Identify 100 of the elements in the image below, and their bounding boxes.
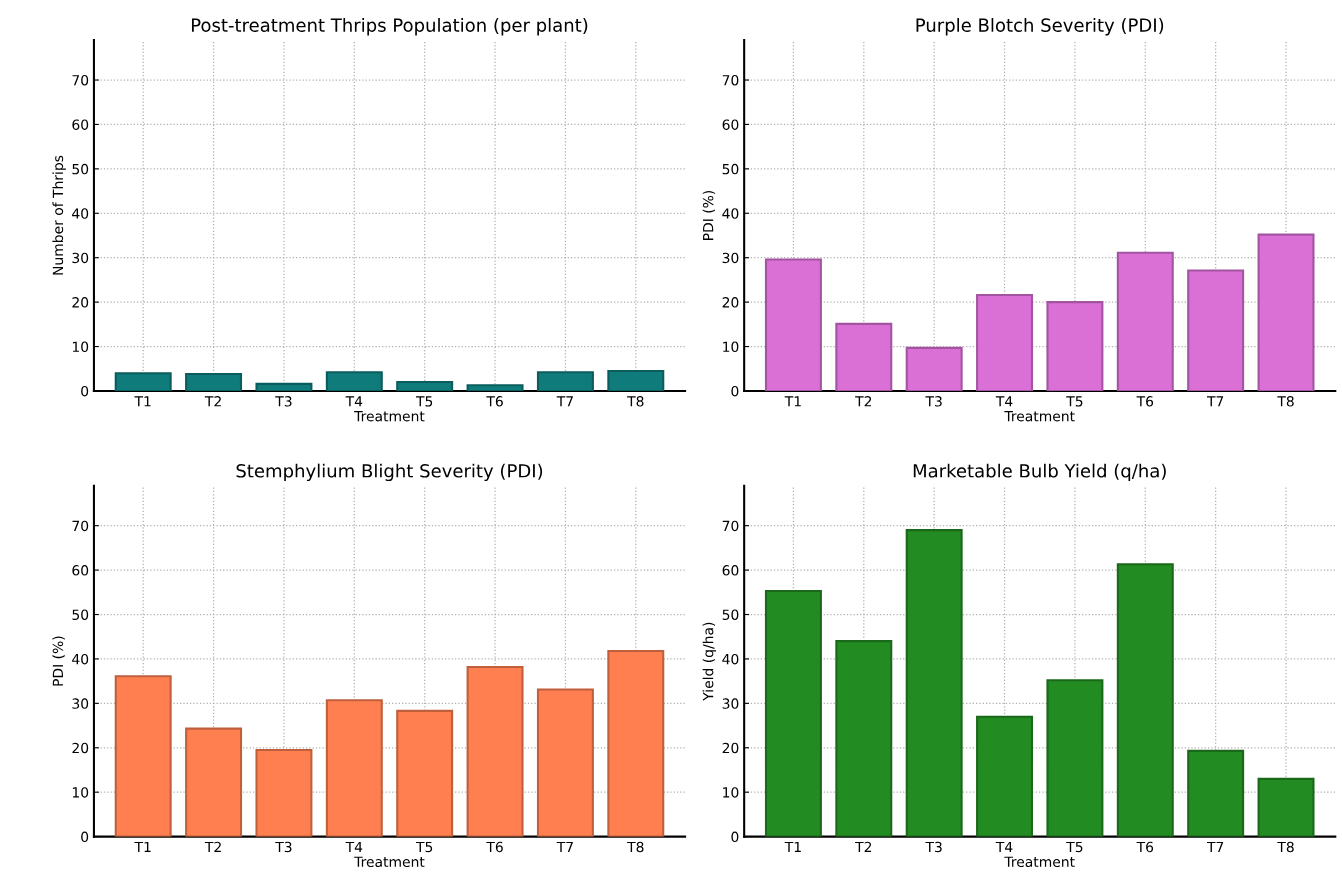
y-tick-label: 20 [722, 742, 739, 754]
x-tick-label: T6 [486, 396, 503, 407]
y-tick-label: 10 [72, 787, 89, 798]
x-tick-label: T7 [556, 841, 573, 853]
y-axis-title: PDI (%) [52, 636, 65, 686]
bar [1187, 749, 1245, 837]
x-tick-label: T4 [345, 396, 363, 407]
bar [466, 665, 524, 837]
bar [396, 381, 454, 391]
x-tick-label: T4 [995, 396, 1013, 407]
y-tick-label: 30 [722, 252, 739, 264]
x-tick-label: T6 [1136, 841, 1154, 853]
bar [905, 346, 963, 391]
y-tick-label: 60 [72, 565, 89, 576]
x-tick-label: T1 [784, 841, 801, 853]
bar [1116, 563, 1174, 837]
y-tick-label: 0 [731, 385, 739, 397]
x-tick-label: T5 [1066, 841, 1083, 853]
x-tick-label: T7 [556, 396, 573, 407]
x-tick-label: T3 [275, 841, 292, 853]
y-tick-label: 30 [72, 252, 89, 264]
x-tick-label: T1 [784, 396, 801, 407]
bar [1046, 679, 1104, 837]
x-tick-label: T6 [1136, 396, 1154, 407]
y-tick-label: 70 [72, 74, 89, 86]
bar [1187, 269, 1245, 391]
y-tick-label: 0 [81, 385, 89, 397]
bar [396, 709, 454, 837]
y-tick-label: 20 [722, 297, 739, 308]
x-tick-label: T1 [134, 841, 151, 853]
x-tick-label: T8 [1277, 396, 1294, 407]
bar [536, 688, 594, 837]
bar [764, 258, 822, 391]
y-tick-label: 30 [722, 698, 739, 709]
x-axis-title: Treatment [1004, 856, 1075, 868]
x-axis-title: Treatment [1004, 411, 1075, 422]
bar [607, 369, 665, 391]
y-tick-label: 0 [731, 831, 739, 843]
bar [764, 589, 822, 837]
x-tick-label: T3 [275, 396, 292, 407]
y-axis-title: PDI (%) [702, 190, 716, 240]
x-tick-label: T8 [1277, 841, 1294, 853]
bar [325, 699, 383, 837]
y-tick-label: 10 [723, 341, 739, 353]
bar [536, 371, 594, 391]
chart-title: Purple Blotch Severity (PDI) [916, 18, 1164, 36]
y-tick-label: 60 [72, 119, 89, 130]
x-tick-label: T3 [925, 841, 942, 853]
y-tick-label: 50 [722, 163, 739, 175]
y-tick-label: 50 [72, 163, 89, 175]
y-tick-label: 30 [72, 698, 89, 709]
y-tick-label: 60 [722, 565, 739, 576]
x-tick-label: T7 [1206, 841, 1224, 853]
bar [466, 384, 524, 391]
y-tick-label: 40 [72, 208, 89, 219]
bar [976, 715, 1034, 837]
y-axis-title: Yield (q/ha) [702, 622, 717, 701]
bar [835, 322, 893, 391]
y-tick-label: 60 [722, 119, 739, 130]
bar [607, 649, 665, 837]
bar [835, 640, 893, 837]
y-tick-label: 20 [72, 297, 89, 308]
bar [185, 373, 243, 391]
x-tick-label: T5 [415, 396, 433, 407]
y-tick-label: 50 [722, 609, 739, 620]
chart-title: Marketable Bulb Yield (q/ha) [913, 463, 1166, 482]
y-tick-label: 0 [81, 831, 89, 843]
y-tick-label: 10 [72, 341, 89, 353]
y-tick-label: 50 [72, 609, 89, 620]
bar [976, 293, 1034, 391]
y-tick-label: 70 [72, 520, 89, 532]
bar [255, 748, 313, 837]
y-tick-label: 70 [722, 520, 739, 532]
chart-title: Stemphylium Blight Severity (PDI) [236, 463, 543, 482]
bar [325, 371, 383, 391]
x-tick-label: T5 [415, 841, 433, 853]
bar [1046, 301, 1104, 391]
x-tick-label: T3 [925, 396, 942, 407]
y-tick-label: 40 [722, 653, 739, 665]
x-tick-label: T2 [855, 841, 872, 853]
x-tick-label: T2 [855, 396, 872, 407]
x-tick-label: T8 [627, 396, 644, 407]
x-tick-label: T6 [486, 841, 503, 853]
y-tick-label: 40 [72, 653, 89, 665]
y-tick-label: 40 [722, 208, 739, 219]
x-tick-label: T4 [345, 841, 363, 853]
bar [185, 727, 243, 837]
x-axis-title: Treatment [354, 411, 425, 422]
bar [1257, 233, 1315, 391]
y-tick-label: 10 [723, 787, 739, 798]
y-tick-label: 20 [72, 742, 89, 754]
bar [255, 382, 313, 391]
x-tick-label: T4 [995, 841, 1013, 853]
chart-title: Post-treatment Thrips Population (per plant) [191, 18, 588, 36]
bar [905, 529, 963, 837]
bar [1257, 777, 1315, 837]
y-tick-label: 70 [722, 74, 739, 86]
x-tick-label: T5 [1066, 396, 1083, 407]
x-tick-label: T2 [204, 841, 221, 853]
x-tick-label: T8 [627, 841, 644, 853]
